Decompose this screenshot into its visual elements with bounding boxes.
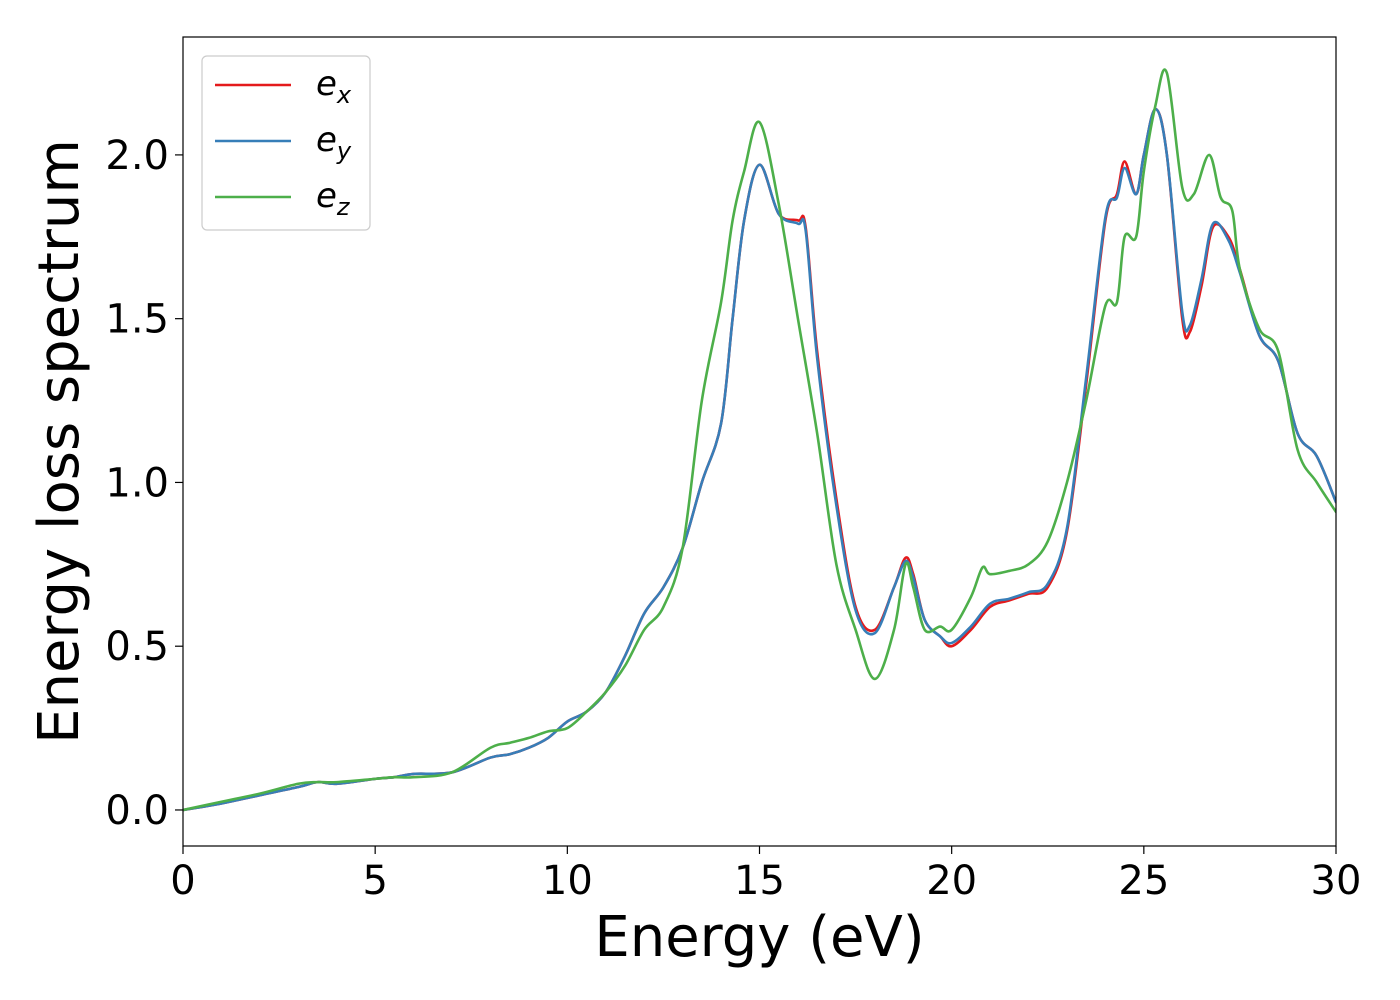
x-tick-label: 25 bbox=[1118, 858, 1169, 904]
x-tick-label: 0 bbox=[170, 858, 195, 904]
series-line-ez bbox=[183, 68, 1336, 812]
x-tick-label: 20 bbox=[926, 858, 977, 904]
x-tick-label: 15 bbox=[734, 858, 785, 904]
legend-label-base: e bbox=[316, 176, 337, 216]
legend-label-subscript: z bbox=[336, 193, 351, 221]
y-tick-label: 2.0 bbox=[105, 133, 169, 179]
y-axis-title: Energy loss spectrum bbox=[27, 139, 92, 744]
legend-label-ey: ey bbox=[316, 120, 352, 165]
legend-box bbox=[201, 55, 371, 231]
legend-label-ez: ez bbox=[316, 176, 351, 221]
y-tick-label: 0.5 bbox=[105, 624, 169, 670]
y-tick-label: 1.5 bbox=[105, 297, 169, 343]
y-tick-label: 0.0 bbox=[105, 788, 169, 834]
legend-label-ex: ex bbox=[316, 64, 352, 109]
y-tick-label: 1.0 bbox=[105, 460, 169, 506]
x-tick-label: 5 bbox=[362, 858, 387, 904]
series-layer bbox=[183, 68, 1336, 812]
x-axis-title: Energy (eV) bbox=[594, 905, 924, 970]
legend-label-base: e bbox=[316, 120, 337, 160]
series-line-ey bbox=[183, 107, 1336, 812]
y-axis: 0.0 0.5 1.0 1.5 2.0 bbox=[105, 133, 183, 834]
x-axis: 0 5 10 15 20 25 30 bbox=[170, 846, 1361, 904]
legend-label-base: e bbox=[316, 64, 337, 104]
x-tick-label: 10 bbox=[542, 858, 593, 904]
legend-label-subscript: y bbox=[336, 137, 352, 165]
legend-label-subscript: x bbox=[336, 81, 352, 109]
x-tick-label: 30 bbox=[1311, 858, 1362, 904]
